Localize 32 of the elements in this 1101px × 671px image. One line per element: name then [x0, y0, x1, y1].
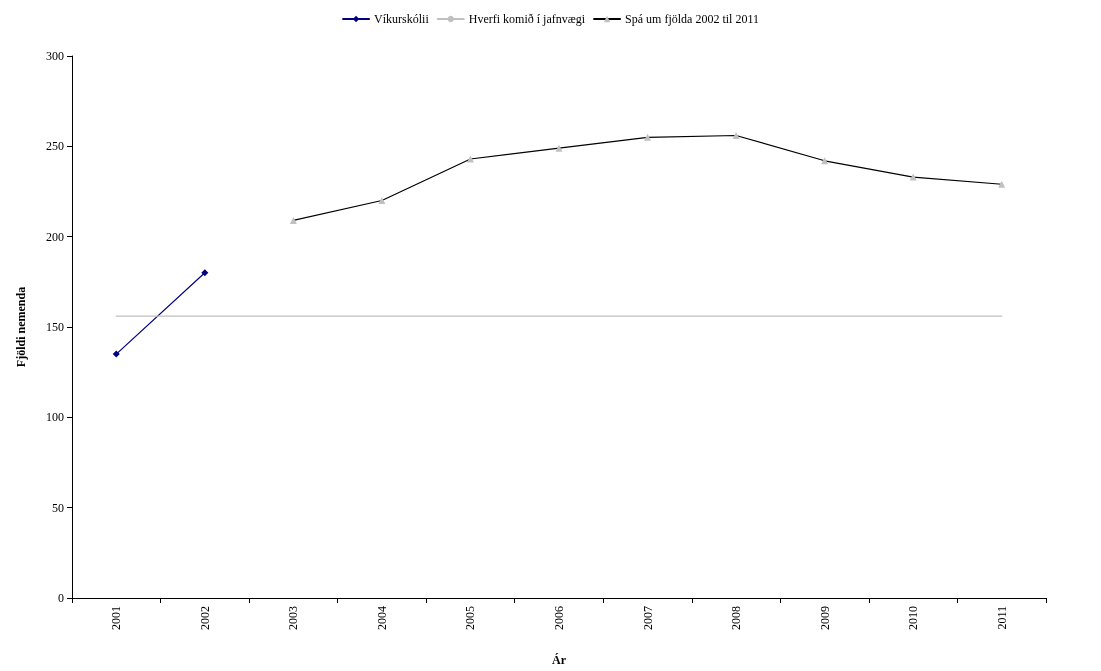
y-tick-label: 200	[46, 229, 64, 244]
y-axis-title: Fjöldi nemenda	[14, 286, 28, 368]
x-tick-label: 2002	[197, 606, 212, 630]
x-tick-label: 2009	[817, 606, 832, 630]
x-tick-label: 2006	[552, 606, 566, 630]
legend-label: Hverfi komið í jafnvægi	[468, 12, 586, 26]
x-tick-label: 2005	[463, 606, 478, 630]
x-tick-label: 2003	[286, 606, 301, 630]
y-tick-label: 300	[46, 49, 64, 63]
y-tick-label: 50	[52, 500, 64, 515]
y-tick-label: 100	[46, 410, 64, 425]
x-tick-label: 2011	[994, 606, 1009, 630]
x-axis-title: Ár	[552, 653, 567, 667]
point	[998, 180, 1006, 188]
point	[112, 350, 120, 358]
point	[201, 269, 209, 277]
y-tick-label: 150	[46, 320, 64, 334]
x-tick-label: 2010	[906, 606, 921, 630]
x-tick-label: 2008	[729, 606, 744, 630]
x-tick-label: 2001	[109, 606, 124, 630]
point	[909, 173, 917, 181]
x-tick-label: 2007	[640, 606, 655, 630]
x-tick-label: 2004	[374, 606, 389, 630]
point	[644, 133, 652, 141]
y-tick-label: 0	[58, 591, 64, 605]
point	[289, 216, 297, 224]
legend-label: Víkurskólii	[374, 12, 430, 26]
legend-label: Spá um fjölda 2002 til 2011	[625, 12, 759, 26]
point	[732, 131, 740, 139]
point	[378, 197, 386, 205]
y-tick-label: 250	[46, 139, 64, 154]
point	[555, 144, 563, 152]
